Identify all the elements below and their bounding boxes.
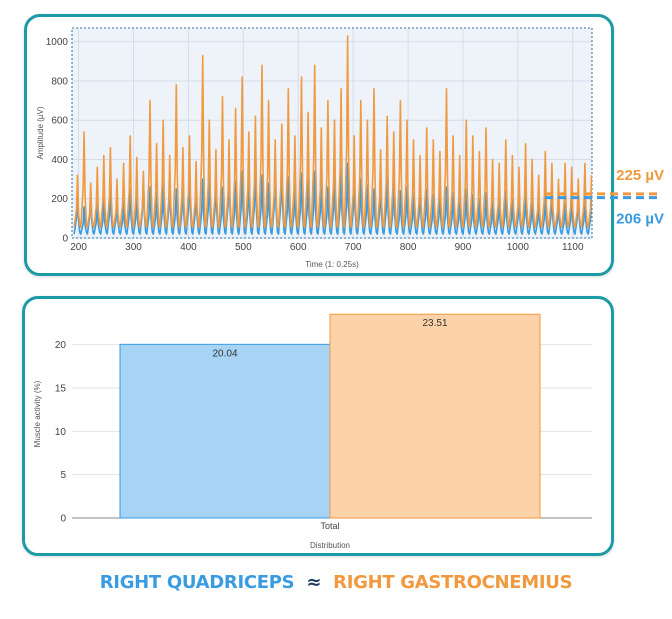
plot-area-border xyxy=(71,27,593,239)
y-tick-label: 1000 xyxy=(46,37,69,48)
x-tick-label: 200 xyxy=(70,242,87,253)
x-tick-label: 800 xyxy=(400,242,417,253)
caption-right-quadriceps: RIGHT QUADRICEPS xyxy=(99,572,295,593)
x-tick-label: 1100 xyxy=(562,242,584,253)
y-tick-label: 0 xyxy=(60,514,66,525)
x-tick-label: 1000 xyxy=(507,242,530,253)
caption-right-gastrocnemius: RIGHT GASTROCNEMIUS xyxy=(333,572,573,593)
series-line-gastrocnemius xyxy=(73,35,593,228)
bar-gastrocnemius xyxy=(329,313,541,519)
bar-data-label: 20.04 xyxy=(212,348,237,359)
bar-quadriceps xyxy=(119,343,331,519)
x-tick-label: 400 xyxy=(180,242,197,253)
y-tick-label: 0 xyxy=(62,234,68,245)
x-tick-label: 300 xyxy=(125,242,142,253)
y-tick-label: 15 xyxy=(55,384,67,395)
chart-caption: RIGHT QUADRICEPS ≈ RIGHT GASTROCNEMIUS xyxy=(0,572,672,598)
y-tick-label: 200 xyxy=(51,194,68,205)
x-tick-label: 700 xyxy=(345,242,362,253)
caption-approx-symbol: ≈ xyxy=(306,572,322,593)
bar-data-label: 23.51 xyxy=(422,318,447,329)
y-tick-label: 20 xyxy=(55,340,67,351)
y-tick-label: 400 xyxy=(51,155,68,166)
y-axis-title: Muscle activity (%) xyxy=(33,380,42,447)
x-axis-title: Time (1: 0.25s) xyxy=(305,260,359,269)
y-tick-label: 800 xyxy=(51,76,68,87)
emg-line-chart: 200 300 400 500 600 700 800 900 1000 110002004006… xyxy=(36,27,664,269)
x-tick-label: 600 xyxy=(290,242,307,253)
y-tick-label: 600 xyxy=(51,116,68,127)
x-tick-label: 900 xyxy=(455,242,472,253)
y-axis-title: Amplitude (µV) xyxy=(36,106,45,159)
y-tick-label: 5 xyxy=(60,470,66,481)
x-axis-title: Distribution xyxy=(310,541,350,550)
mean-value-label: 225 µV xyxy=(616,167,664,184)
y-tick-label: 10 xyxy=(55,427,67,438)
mean-value-label: 206 µV xyxy=(616,211,664,228)
x-tick-label: 500 xyxy=(235,242,252,253)
x-category-label: Total xyxy=(320,521,339,531)
